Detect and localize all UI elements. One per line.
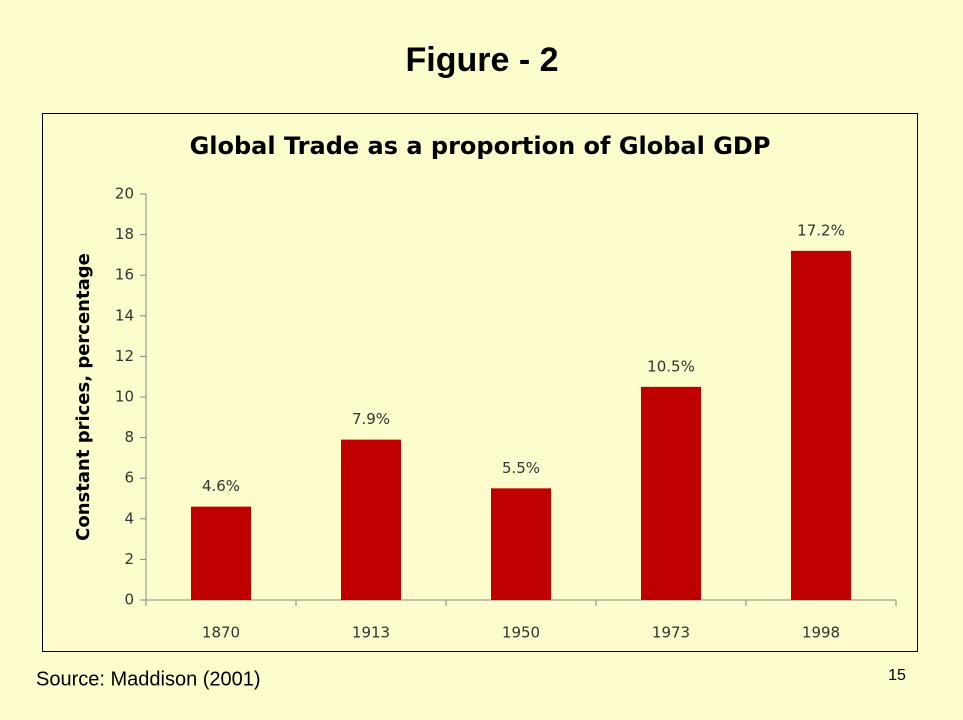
- value-label: 4.6%: [202, 477, 240, 495]
- chart-title: Global Trade as a proportion of Global G…: [190, 132, 771, 160]
- slide-title: Figure - 2: [405, 41, 558, 79]
- chart-frame: [42, 113, 918, 652]
- x-tick-label: 1870: [202, 624, 240, 642]
- x-tick-label: 1913: [352, 624, 390, 642]
- source: Source: Maddison (2001): [36, 668, 261, 690]
- bar: [491, 488, 551, 600]
- y-tick-label: 20: [115, 185, 134, 203]
- y-tick-label: 2: [124, 550, 134, 568]
- y-tick-label: 8: [124, 428, 134, 446]
- bar: [191, 506, 251, 600]
- y-tick-label: 10: [115, 388, 134, 406]
- value-label: 17.2%: [797, 221, 845, 239]
- page-number: 15: [888, 667, 906, 684]
- x-tick-label: 1950: [502, 624, 540, 642]
- bar: [791, 250, 851, 600]
- y-tick-label: 4: [124, 509, 134, 527]
- y-tick-label: 12: [115, 347, 134, 365]
- x-tick-label: 1998: [802, 624, 840, 642]
- y-tick-label: 0: [124, 591, 134, 609]
- x-tick-label: 1973: [652, 624, 690, 642]
- bar: [341, 439, 401, 600]
- value-label: 10.5%: [647, 357, 695, 375]
- y-tick-label: 6: [124, 469, 134, 487]
- y-tick-label: 16: [115, 266, 134, 284]
- value-label: 5.5%: [502, 459, 540, 477]
- value-label: 7.9%: [352, 410, 390, 428]
- y-tick-label: 18: [115, 225, 134, 243]
- y-tick-label: 14: [115, 306, 134, 324]
- y-axis-label: Constant prices, percentage: [73, 253, 94, 541]
- bar: [641, 386, 701, 600]
